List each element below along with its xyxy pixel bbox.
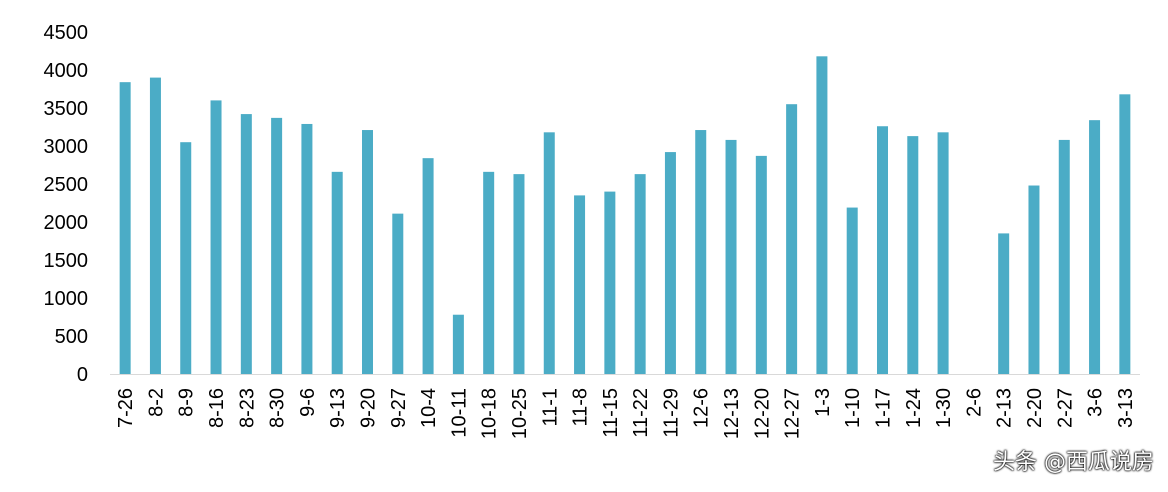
y-axis: 0 500 1000 1500 2000 2500 3000 3500 4000 4500 [44, 22, 89, 386]
y-tick-label: 4500 [44, 22, 89, 44]
x-tick-label: 11-29 [660, 388, 682, 438]
bar-12-6 [695, 130, 707, 374]
y-tick-label: 1500 [44, 250, 89, 272]
watermark: 头条 @西瓜说房 [993, 450, 1154, 475]
y-tick-label: 2000 [44, 212, 89, 234]
x-tick-label: 1-10 [842, 388, 864, 428]
x-tick-label: 8-30 [267, 388, 289, 428]
y-tick-label: 1000 [44, 288, 89, 310]
bar-2-27 [1058, 139, 1070, 374]
bar-1-30 [937, 132, 949, 374]
bar-9-13 [331, 171, 343, 374]
bar-8-2 [149, 77, 161, 374]
x-tick-label: 9-27 [388, 388, 410, 428]
y-tick-label: 500 [55, 326, 88, 348]
bar-8-16 [210, 100, 222, 375]
x-tick-label: 11-22 [630, 388, 652, 438]
bar-7-26 [119, 82, 131, 374]
x-tick-label: 1-17 [873, 388, 895, 428]
x-tick-label: 12-6 [691, 388, 713, 428]
y-tick-label: 0 [77, 364, 88, 386]
bar-3-6 [1089, 120, 1101, 374]
x-tick-label: 2-20 [1024, 388, 1046, 428]
x-tick-label: 12-13 [721, 388, 743, 439]
bar-1-17 [877, 126, 888, 375]
bar-9-27 [392, 213, 404, 374]
x-tick-label: 9-20 [358, 388, 380, 428]
bar-12-27 [786, 104, 798, 374]
x-tick-label: 10-4 [418, 388, 440, 428]
bar-11-1 [543, 132, 555, 374]
x-tick-label: 2-27 [1054, 388, 1076, 428]
y-tick-label: 2500 [44, 174, 89, 196]
x-tick-label: 10-25 [509, 388, 531, 439]
y-tick-label: 3500 [44, 98, 89, 120]
x-tick-label: 3-13 [1115, 388, 1137, 428]
bar-2-13 [998, 233, 1010, 374]
y-tick-label: 4000 [44, 60, 89, 82]
x-tick-label: 1-3 [812, 388, 834, 417]
bar-11-29 [664, 152, 676, 374]
x-tick-label: 1-30 [933, 388, 955, 428]
bar-12-20 [755, 155, 767, 374]
x-tick-label: 2-13 [994, 388, 1016, 428]
x-tick-label: 12-27 [782, 388, 804, 439]
bars-group [119, 56, 1131, 375]
bar-10-25 [513, 174, 525, 374]
x-tick-label: 10-11 [448, 388, 470, 438]
bar-10-11 [452, 314, 464, 374]
x-tick-label: 10-18 [479, 388, 501, 439]
bar-10-4 [422, 158, 434, 374]
x-tick-label: 8-2 [145, 388, 167, 417]
x-tick-label: 7-26 [115, 388, 137, 428]
x-tick-label: 2-6 [963, 388, 985, 417]
y-tick-label: 3000 [44, 136, 89, 158]
bar-8-9 [180, 142, 192, 374]
bar-3-13 [1119, 94, 1131, 374]
x-tick-label: 12-20 [751, 388, 773, 439]
bar-9-20 [362, 130, 373, 374]
x-tick-label: 1-24 [903, 388, 925, 428]
x-tick-label: 11-8 [570, 388, 592, 427]
bar-11-15 [604, 191, 616, 374]
x-tick-label: 11-1 [539, 388, 561, 427]
bar-8-23 [240, 114, 252, 374]
bar-1-3 [816, 56, 828, 374]
bar-2-20 [1028, 185, 1040, 374]
x-tick-label: 9-6 [297, 388, 319, 417]
bar-1-10 [846, 207, 858, 374]
x-tick-label: 9-13 [327, 388, 349, 428]
x-axis: 7-26 8-2 8-9 8-16 8-23 8-30 9-6 9-13 9-20 9-27 10-… [110, 374, 1140, 439]
x-tick-label: 11-15 [600, 388, 622, 438]
x-tick-label: 3-6 [1085, 388, 1107, 417]
bar-10-18 [483, 171, 495, 374]
bar-11-8 [574, 195, 586, 374]
bar-12-13 [725, 139, 737, 374]
x-tick-label: 8-23 [236, 388, 258, 428]
bar-1-24 [907, 136, 919, 374]
bar-8-30 [271, 117, 283, 374]
bar-9-6 [301, 123, 313, 375]
bar-11-22 [634, 174, 646, 374]
x-tick-label: 8-16 [206, 388, 228, 428]
x-tick-label: 8-9 [176, 388, 198, 417]
